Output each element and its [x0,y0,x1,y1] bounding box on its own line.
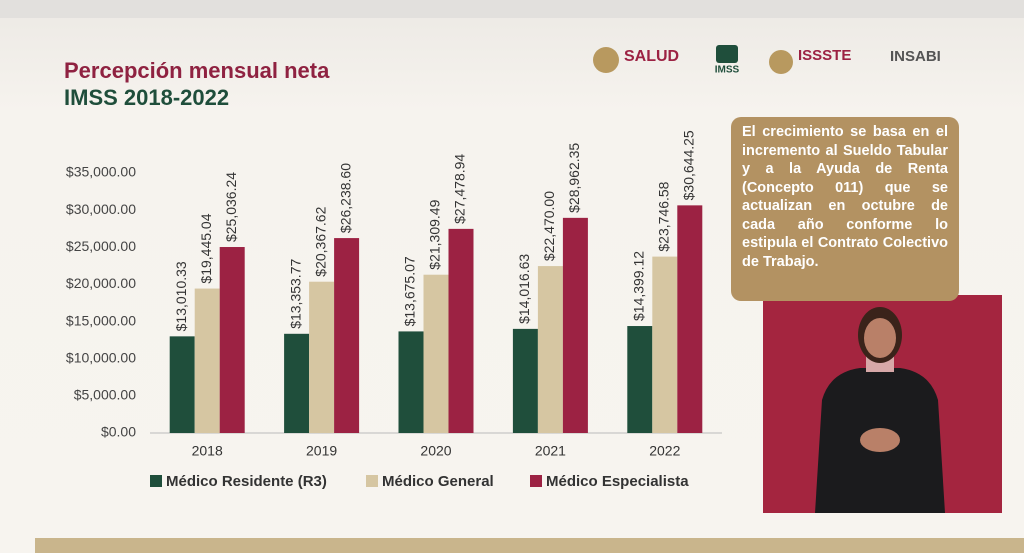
bar [512,328,538,433]
logo-text: SALUD [624,48,679,65]
bar [652,256,678,433]
bottom-band [35,538,1024,553]
bar [562,217,588,433]
bar [334,238,360,433]
value-label: $23,746.58 [656,181,672,251]
y-tick-label: $15,000.00 [66,312,136,328]
logo-text: INSABI [890,48,941,65]
legend-label: Médico Residente (R3) [166,473,327,490]
bar [219,247,245,433]
bar [309,281,335,433]
value-label: $19,445.04 [198,213,214,283]
legend-swatch [530,475,542,487]
y-tick-label: $0.00 [101,424,136,440]
value-label: $14,016.63 [516,254,532,324]
x-tick-label: 2021 [535,443,566,459]
bar [627,326,653,433]
logo-emblem [593,47,619,73]
value-label: $13,675.07 [402,256,418,326]
value-label: $26,238.60 [337,163,353,233]
bar [423,274,449,433]
y-tick-label: $5,000.00 [74,387,136,403]
logo-emblem [769,50,793,74]
top-band [0,0,1024,18]
value-label: $25,036.24 [223,172,239,242]
y-tick-label: $35,000.00 [66,164,136,180]
legend-swatch [366,475,378,487]
logo-text: ISSSTE [798,47,851,64]
value-label: $30,644.25 [681,130,697,200]
bar [284,333,310,433]
value-label: $27,478.94 [452,154,468,224]
chart-subtitle: IMSS 2018-2022 [64,85,229,110]
interpreter-video [763,295,1002,513]
logo-emblem [716,45,738,63]
y-tick-label: $25,000.00 [66,238,136,254]
value-label: $13,353.77 [287,259,303,329]
legend-label: Médico General [382,473,494,490]
logo-text: IMSS [715,65,740,76]
value-label: $28,962.35 [566,143,582,213]
value-label: $20,367.62 [312,206,328,276]
x-tick-label: 2018 [192,443,223,459]
value-label: $14,399.12 [631,251,647,321]
legend-swatch [150,475,162,487]
x-tick-label: 2020 [420,443,451,459]
bar [537,266,563,433]
bar [448,228,474,433]
x-tick-label: 2022 [649,443,680,459]
info-box: El crecimiento se basa en el incremento … [731,117,959,301]
legend-label: Médico Especialista [546,473,689,490]
value-label: $21,309.49 [427,199,443,269]
bar [169,336,195,433]
value-label: $13,010.33 [173,261,189,331]
bar [398,331,424,433]
bar [194,288,220,433]
bar [677,205,703,433]
chart-title: Percepción mensual neta [64,58,330,83]
value-label: $22,470.00 [541,191,557,261]
y-tick-label: $20,000.00 [66,275,136,291]
x-tick-label: 2019 [306,443,337,459]
y-tick-label: $10,000.00 [66,349,136,365]
y-tick-label: $30,000.00 [66,201,136,217]
